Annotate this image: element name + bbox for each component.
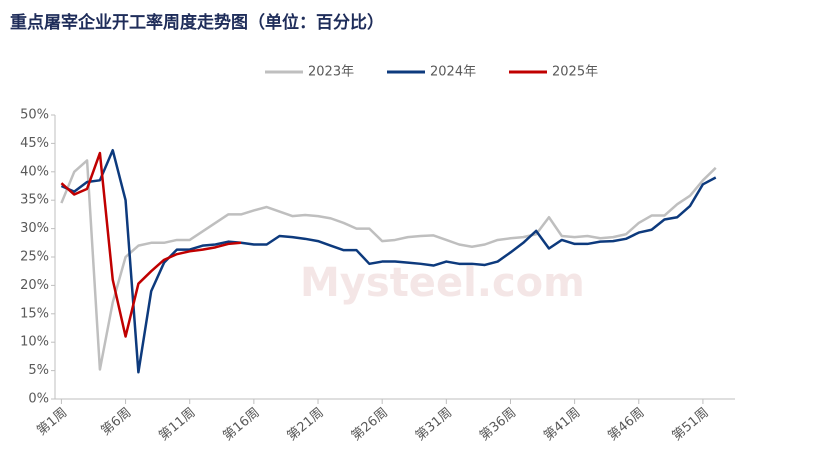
y-tick-label: 5% [28,363,49,378]
y-tick-label: 25% [20,250,49,265]
line-series [60,148,717,374]
y-tick-label: 15% [20,306,49,321]
x-tick-label: 第26周 [349,405,391,444]
y-tick-label: 10% [20,335,49,350]
legend-label: 2024年 [430,65,476,80]
watermark: Mysteel.com [300,260,585,306]
chart-title: 重点屠宰企业开工率周度走势图（单位：百分比） [10,12,384,33]
x-tick-label: 第16周 [220,405,262,444]
line-series [60,159,717,371]
y-tick-label: 45% [20,136,49,151]
x-tick-label: 第51周 [670,405,712,444]
y-tick-label: 30% [20,221,49,236]
y-tick-label: 20% [20,278,49,293]
y-tick-label: 0% [28,392,49,407]
x-tick-label: 第31周 [413,405,455,444]
y-tick-label: 35% [20,193,49,208]
legend-label: 2025年 [552,65,598,80]
x-tick-label: 第1周 [34,405,70,439]
line-series [60,151,242,338]
x-tick-label: 第36周 [477,405,519,444]
x-tick-label: 第6周 [98,405,134,439]
x-tick-label: 第21周 [285,405,327,444]
legend-label: 2023年 [308,65,354,80]
x-tick-label: 第46周 [605,405,647,444]
y-tick-label: 50% [20,108,49,123]
x-tick-label: 第11周 [156,405,198,444]
y-tick-label: 40% [20,164,49,179]
x-tick-label: 第41周 [541,405,583,444]
